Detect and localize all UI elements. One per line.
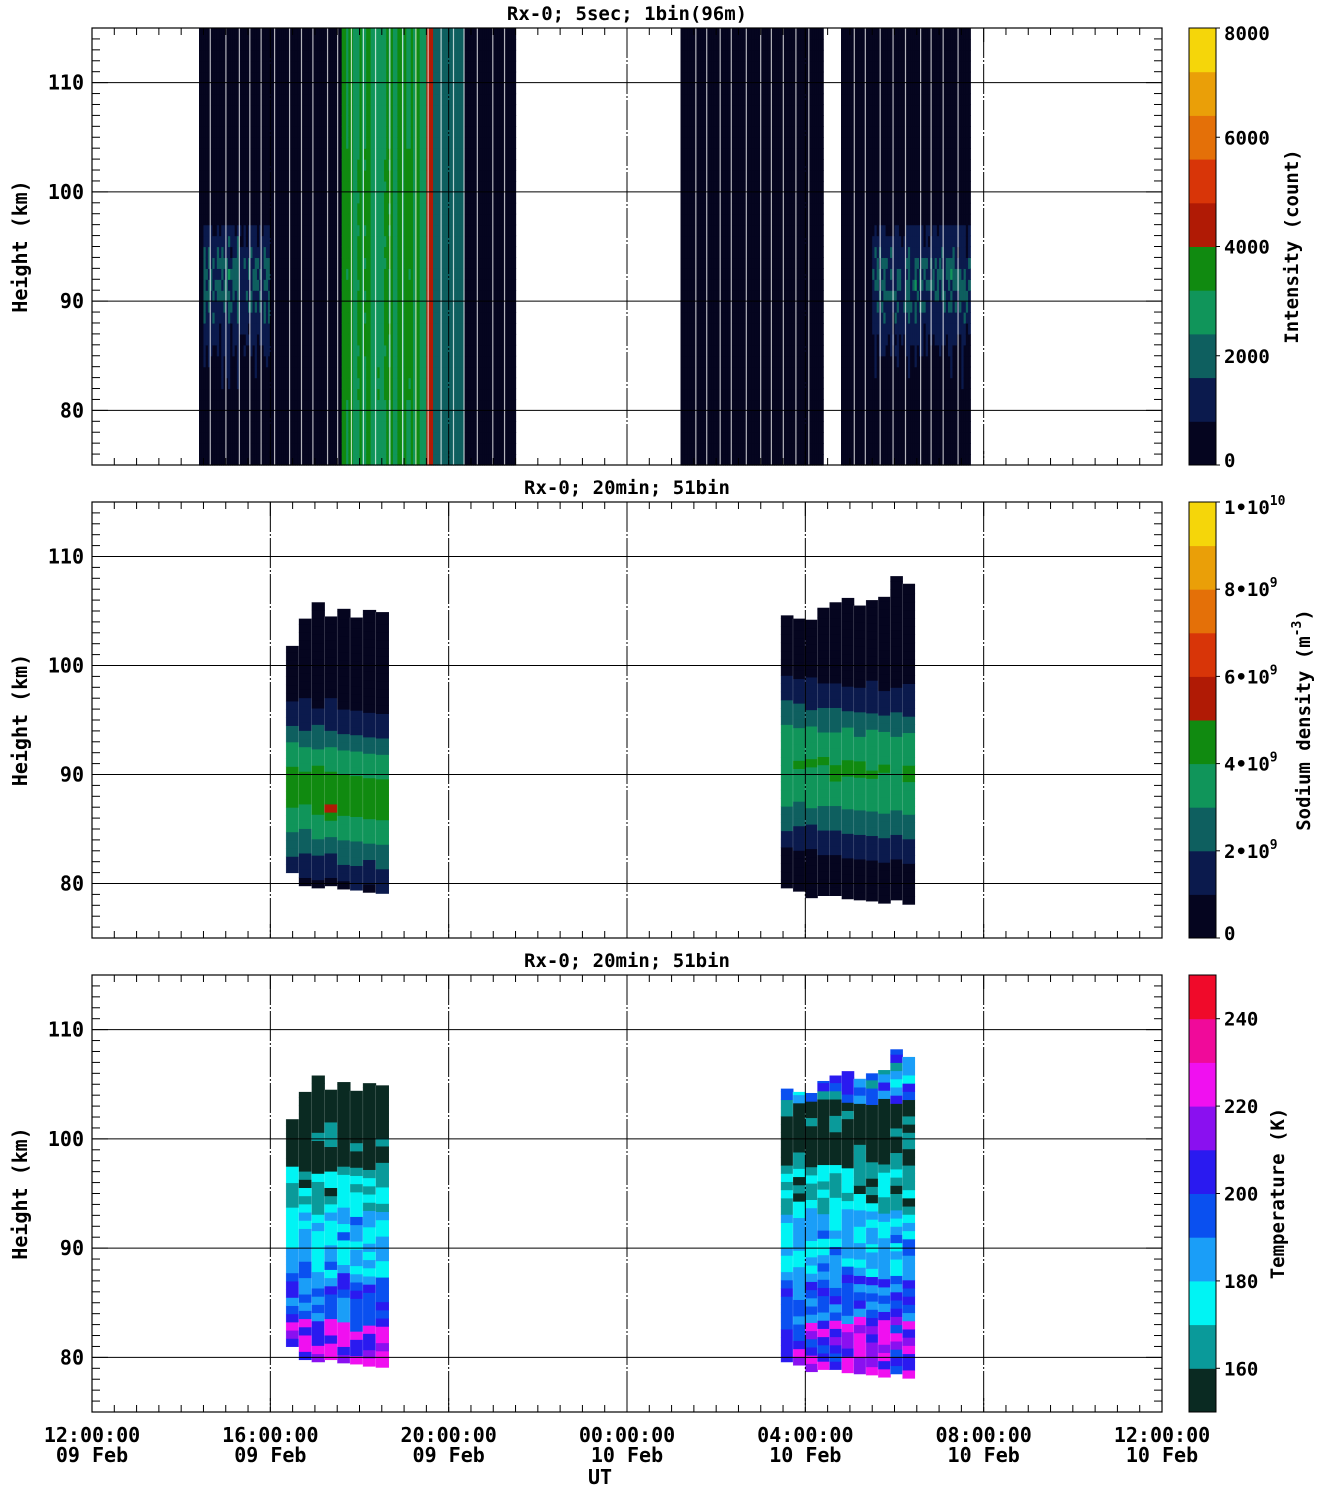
colorbar-tick-label: 6000	[1224, 127, 1270, 149]
colorbar-swatch	[1189, 975, 1216, 1020]
colorbar-label: Sodium density (m-3)	[1290, 609, 1315, 831]
y-tick-label: 90	[60, 1236, 84, 1260]
panel-3: Rx-0; 20min; 51bin 80 90 100 110 Height (km) 1…	[8, 950, 1289, 1413]
heatmap-data	[285, 1049, 916, 1379]
colorbar-swatch	[1189, 589, 1216, 634]
y-tick-label: 110	[48, 1018, 84, 1042]
colorbar-swatch	[1189, 763, 1216, 808]
x-tick-date: 09 Feb	[413, 1443, 485, 1467]
colorbar-swatch	[1189, 159, 1216, 204]
colorbar-frame	[1188, 501, 1217, 939]
colorbar-tick-label: 200	[1224, 1184, 1258, 1206]
y-tick-label: 80	[60, 1345, 84, 1369]
y-tick-label: 90	[60, 289, 84, 313]
colorbar-swatch	[1189, 545, 1216, 590]
colorbar-tick-label: 8•109	[1224, 576, 1278, 601]
colorbar-swatch	[1189, 894, 1216, 939]
colorbar-swatch	[1189, 1324, 1216, 1369]
colorbar-tick-label: 4000	[1224, 237, 1270, 259]
x-tick-date: 10 Feb	[769, 1443, 841, 1467]
colorbar: 0 2000 4000 6000 8000 Intensity (count)	[1188, 23, 1303, 472]
x-tick-time: 04:00:00	[757, 1423, 853, 1447]
colorbar-tick-label: 2•109	[1224, 838, 1278, 863]
colorbar-tick-label: 0	[1224, 450, 1235, 472]
y-axis-label: Height (km)	[8, 654, 32, 786]
x-axis-label: UT	[588, 1465, 612, 1489]
colorbar-tick-label: 220	[1224, 1096, 1258, 1118]
colorbar-swatch	[1189, 1280, 1216, 1326]
x-tick-date: 10 Feb	[948, 1443, 1020, 1467]
heatmap-data	[199, 28, 971, 466]
colorbar-swatch	[1189, 377, 1216, 422]
colorbar-swatch	[1189, 1062, 1216, 1107]
colorbar-label: Intensity (count)	[1281, 149, 1303, 343]
y-axis-label: Height (km)	[8, 1127, 32, 1259]
x-tick-time: 20:00:00	[401, 1423, 497, 1447]
colorbar-swatch	[1189, 807, 1216, 852]
colorbar-tick-label: 240	[1224, 1009, 1258, 1031]
x-tick-time: 08:00:00	[936, 1423, 1032, 1447]
colorbar-label: Temperature (K)	[1267, 1108, 1289, 1280]
y-tick-label: 100	[48, 654, 84, 678]
x-tick-time: 12:00:00	[1114, 1423, 1210, 1447]
y-axis-label: Height (km)	[8, 180, 32, 312]
colorbar-swatch	[1189, 71, 1216, 116]
heatmap-data	[285, 576, 916, 905]
colorbar-tick-label: 6•109	[1224, 663, 1278, 688]
colorbar-swatch	[1189, 28, 1216, 73]
colorbar-tick-label: 0	[1224, 923, 1235, 945]
colorbar-swatch	[1189, 720, 1216, 765]
panel-1: Rx-0; 5sec; 1bin(96m) 80 90 100 110 Height (k…	[8, 3, 1303, 472]
colorbar-swatch	[1189, 676, 1216, 721]
panel-title: Rx-0; 5sec; 1bin(96m)	[507, 3, 747, 25]
colorbar-swatch	[1189, 290, 1216, 335]
panel-title: Rx-0; 20min; 51bin	[524, 950, 730, 972]
colorbar-swatch	[1189, 1368, 1216, 1413]
colorbar-tick-label: 8000	[1224, 23, 1270, 45]
colorbar-swatch	[1189, 1237, 1216, 1282]
x-tick-date: 10 Feb	[591, 1443, 663, 1467]
y-tick-label: 110	[48, 545, 84, 569]
colorbar-swatch	[1189, 115, 1216, 160]
panel-title: Rx-0; 20min; 51bin	[524, 477, 730, 499]
x-tick-time: 16:00:00	[222, 1423, 318, 1447]
x-tick-time: 00:00:00	[579, 1423, 675, 1447]
x-tick-date: 09 Feb	[234, 1443, 306, 1467]
colorbar-swatch	[1189, 202, 1216, 247]
colorbar-swatch	[1189, 632, 1216, 677]
y-tick-label: 100	[48, 1127, 84, 1151]
x-tick-date: 09 Feb	[56, 1443, 128, 1467]
colorbar-tick-label: 180	[1224, 1271, 1258, 1293]
colorbar-tick-label: 1•1010	[1224, 494, 1286, 519]
colorbar-tick-label: 160	[1224, 1358, 1258, 1380]
colorbar-swatch	[1189, 502, 1216, 547]
colorbar-swatch	[1189, 421, 1216, 466]
y-tick-label: 80	[60, 398, 84, 422]
colorbar: 0 2•109 4•109 6•109 8•109 1•1010 Sodium densit…	[1188, 494, 1315, 945]
x-tick-date: 10 Feb	[1126, 1443, 1198, 1467]
colorbar-tick-label: 2000	[1224, 346, 1270, 368]
colorbar-tick-label: 4•109	[1224, 751, 1278, 776]
colorbar-swatch	[1189, 1106, 1216, 1151]
y-tick-label: 100	[48, 180, 84, 204]
colorbar: 160 180 200 220 240 Temperature (K)	[1188, 974, 1289, 1413]
colorbar-swatch	[1189, 1018, 1216, 1063]
y-tick-label: 90	[60, 763, 84, 787]
colorbar-swatch	[1189, 1149, 1216, 1194]
colorbar-swatch	[1189, 333, 1216, 379]
colorbar-swatch	[1189, 1193, 1216, 1238]
colorbar-swatch	[1189, 246, 1216, 291]
y-tick-label: 110	[48, 71, 84, 95]
colorbar-swatch	[1189, 850, 1216, 895]
y-tick-label: 80	[60, 872, 84, 896]
x-tick-time: 12:00:00	[44, 1423, 140, 1447]
panel-2: Rx-0; 20min; 51bin 80 90 100 110 Height (km) 0…	[8, 477, 1315, 945]
